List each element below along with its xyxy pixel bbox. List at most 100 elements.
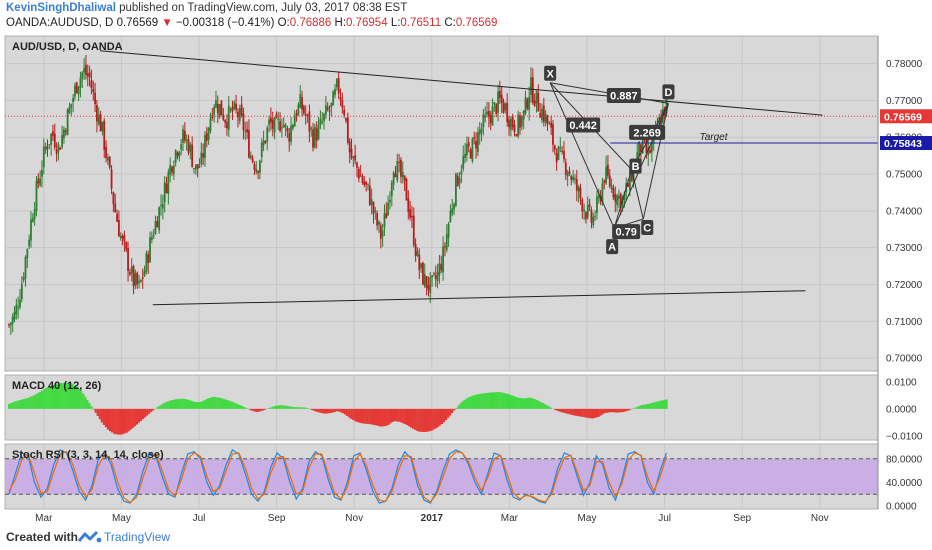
candle-body: [147, 254, 150, 264]
macd-bar: [298, 407, 301, 409]
candle-body: [445, 234, 448, 250]
target-label: Target: [700, 132, 729, 143]
ratio-xd-badge: [606, 88, 641, 104]
candle-body: [293, 116, 296, 127]
macd-bar: [61, 383, 64, 409]
macd-bar: [319, 408, 322, 413]
candle-body: [597, 195, 600, 199]
xabcd-pattern[interactable]: X A B C D 0.442 0.79 2.269 0.887: [544, 65, 675, 255]
candle-body: [438, 263, 441, 276]
macd-bar: [541, 403, 545, 409]
candle-body: [152, 235, 155, 237]
candle-body: [623, 192, 626, 200]
candle-body: [460, 171, 463, 175]
macd-bar: [22, 399, 25, 409]
candle-body: [255, 168, 258, 173]
macd-bar: [67, 383, 70, 409]
tradingview-brand-text[interactable]: TradingView: [104, 530, 171, 544]
macd-bar: [257, 408, 260, 412]
candle-body: [517, 114, 520, 137]
candle-body: [596, 196, 598, 214]
price-pane[interactable]: [4, 35, 879, 372]
candle-body: [583, 209, 586, 212]
candle-body: [141, 276, 144, 279]
candle-body: [110, 169, 113, 189]
candle-body: [639, 144, 642, 153]
candle-body: [649, 149, 651, 153]
candle-body: [132, 266, 135, 287]
macd-bar: [45, 387, 48, 409]
macd-bar: [288, 406, 291, 409]
trendlines[interactable]: Target: [5, 50, 878, 306]
candle-body: [546, 115, 549, 124]
macd-bar: [545, 405, 549, 409]
macd-bar: [49, 385, 52, 409]
macd-bar: [583, 408, 586, 418]
candle-body: [575, 178, 578, 191]
candle-body: [315, 128, 318, 141]
macd-bar: [412, 408, 415, 429]
macd-bar: [111, 408, 114, 433]
candle-body: [555, 153, 558, 163]
macd-bar: [508, 394, 512, 409]
candle-body: [213, 106, 216, 115]
macd-bar: [372, 408, 376, 425]
macd-bar: [510, 395, 514, 409]
candle-body: [605, 166, 607, 184]
candle-body: [541, 108, 543, 121]
high-value: 0.76954: [346, 17, 388, 29]
macd-bar: [475, 394, 479, 409]
candle-body: [407, 198, 410, 212]
candle-body: [579, 187, 582, 199]
macd-bar: [529, 397, 532, 409]
macd-bar: [131, 408, 134, 429]
macd-bar: [331, 408, 334, 413]
macd-bar: [473, 394, 477, 409]
candle-body: [277, 119, 280, 121]
candle-body: [37, 178, 40, 184]
candle-body: [39, 178, 42, 186]
candle-body: [31, 218, 34, 222]
candle-body: [370, 199, 373, 205]
macd-bar: [323, 408, 326, 414]
macd-bar: [133, 408, 136, 427]
macd-bar: [148, 408, 151, 414]
price-axis[interactable]: 0.780000.770000.760000.750000.740000.730…: [877, 36, 932, 513]
macd-bar: [465, 398, 468, 409]
candle-body: [172, 165, 175, 175]
candle-body: [169, 165, 172, 175]
trading-chart[interactable]: Target X A B C D 0.442 0.79 2.269 0.887 0.78000 0…: [0, 32, 932, 523]
last-price-value: 0.76569: [116, 17, 159, 29]
main-pane-label: AUD/USD, D, OANDA: [12, 41, 123, 53]
candle-body: [196, 164, 199, 169]
price-tick: 0.77000: [886, 96, 923, 107]
candle-body: [86, 73, 89, 77]
candle-body: [167, 171, 170, 194]
candle-body: [125, 242, 128, 250]
candle-body: [130, 266, 133, 274]
tradingview-logo-icon[interactable]: [75, 528, 163, 546]
candle-body: [650, 141, 653, 153]
time-axis[interactable]: Mar May Jul Sep Nov 2017 Mar May Jul Sep Nov: [35, 513, 829, 523]
author-name[interactable]: KevinSinghDhaliwal: [6, 2, 116, 14]
macd-pane[interactable]: [4, 374, 879, 441]
macd-bar: [150, 408, 153, 412]
candle-body: [204, 135, 206, 159]
macd-bar: [644, 404, 648, 409]
candle-body: [149, 237, 151, 263]
ratio-ac: 0.79: [615, 227, 636, 239]
macd-bar: [665, 399, 668, 409]
candle-body: [471, 138, 474, 162]
macd-bar: [189, 400, 192, 409]
candle-body: [207, 127, 210, 140]
macd-bar: [581, 408, 584, 417]
macd-bar: [595, 408, 598, 418]
time-tick: May: [112, 513, 131, 523]
macd-bar: [69, 383, 73, 409]
macd-bar: [424, 408, 427, 433]
candle-body: [345, 117, 347, 121]
candle-body: [374, 210, 377, 212]
macd-bar: [599, 408, 602, 416]
time-tick: Mar: [501, 513, 519, 523]
target-price-badge: 0.75843: [884, 138, 922, 150]
